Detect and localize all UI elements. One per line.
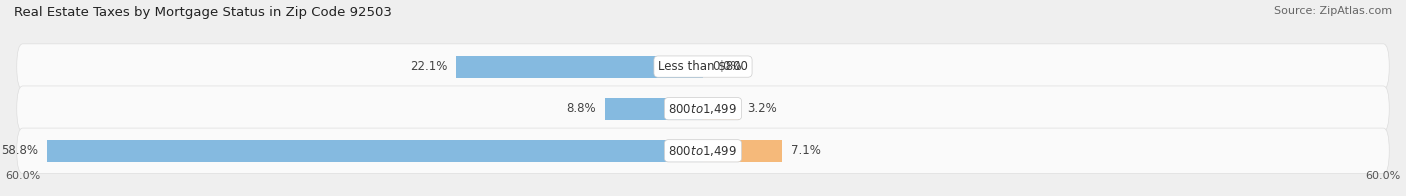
Text: 0.0%: 0.0% xyxy=(711,60,741,73)
Text: $800 to $1,499: $800 to $1,499 xyxy=(668,144,738,158)
Text: Less than $800: Less than $800 xyxy=(658,60,748,73)
Text: 22.1%: 22.1% xyxy=(411,60,447,73)
Text: 8.8%: 8.8% xyxy=(567,102,596,115)
Text: 58.8%: 58.8% xyxy=(1,144,38,157)
Bar xyxy=(703,140,782,162)
FancyBboxPatch shape xyxy=(17,86,1389,132)
Bar xyxy=(605,98,703,120)
Bar xyxy=(703,98,738,120)
Text: 3.2%: 3.2% xyxy=(748,102,778,115)
Bar xyxy=(46,140,703,162)
Text: Real Estate Taxes by Mortgage Status in Zip Code 92503: Real Estate Taxes by Mortgage Status in … xyxy=(14,6,392,19)
FancyBboxPatch shape xyxy=(17,44,1389,89)
Text: 60.0%: 60.0% xyxy=(1365,171,1400,181)
Text: 7.1%: 7.1% xyxy=(792,144,821,157)
FancyBboxPatch shape xyxy=(17,128,1389,174)
Text: 60.0%: 60.0% xyxy=(6,171,41,181)
Text: $800 to $1,499: $800 to $1,499 xyxy=(668,102,738,116)
Bar xyxy=(457,56,703,78)
Text: Source: ZipAtlas.com: Source: ZipAtlas.com xyxy=(1274,6,1392,16)
